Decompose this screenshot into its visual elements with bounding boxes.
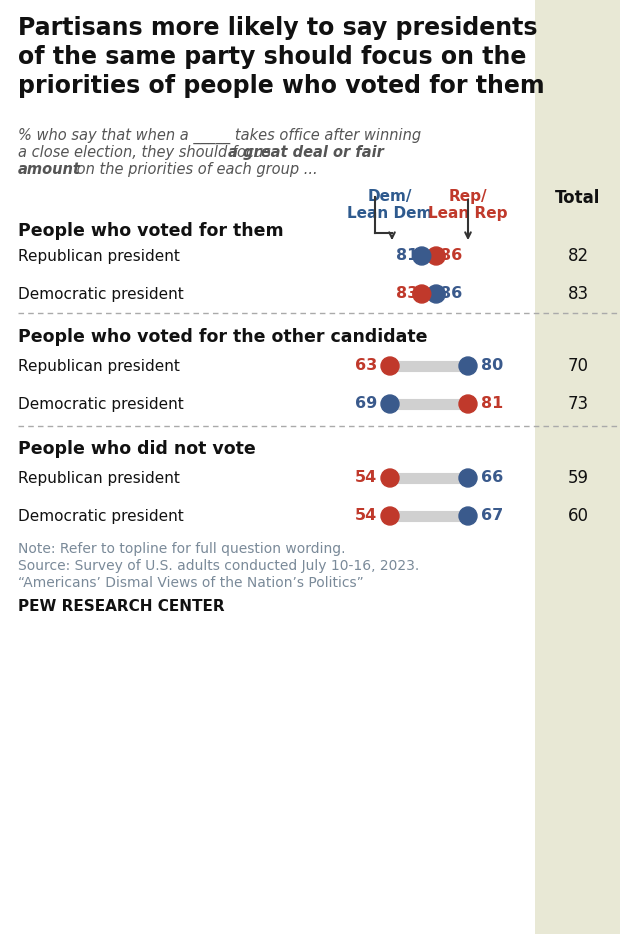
Text: 69: 69 [355,397,377,412]
Text: amount: amount [18,162,81,177]
Text: % who say that when a _____ takes office after winning: % who say that when a _____ takes office… [18,128,421,144]
Text: Democratic president: Democratic president [18,397,184,412]
Text: Democratic president: Democratic president [18,508,184,523]
Text: Rep/
Lean Rep: Rep/ Lean Rep [428,189,508,221]
Text: 86: 86 [440,287,463,302]
Text: Partisans more likely to say presidents
of the same party should focus on the
pr: Partisans more likely to say presidents … [18,16,544,97]
Text: 73: 73 [567,395,588,413]
Text: 67: 67 [481,508,503,523]
Text: 86: 86 [440,248,463,263]
Text: 60: 60 [567,507,588,525]
Text: 63: 63 [355,359,377,374]
Text: 81: 81 [481,397,503,412]
Circle shape [381,357,399,375]
Text: People who voted for the other candidate: People who voted for the other candidate [18,328,428,346]
Bar [535,0,620,934]
Text: 66: 66 [481,471,503,486]
Text: 83: 83 [396,287,418,302]
Circle shape [459,395,477,413]
Text: Republican president: Republican president [18,359,180,374]
Circle shape [381,507,399,525]
Text: Source: Survey of U.S. adults conducted July 10-16, 2023.: Source: Survey of U.S. adults conducted … [18,559,419,573]
Text: on the priorities of each group ...: on the priorities of each group ... [72,162,317,177]
Circle shape [381,395,399,413]
Text: 54: 54 [355,471,377,486]
Circle shape [459,507,477,525]
Circle shape [413,247,431,265]
Text: “Americans’ Dismal Views of the Nation’s Politics”: “Americans’ Dismal Views of the Nation’s… [18,576,364,590]
Text: Dem/
Lean Dem: Dem/ Lean Dem [347,189,433,221]
Text: 82: 82 [567,247,588,265]
Text: Note: Refer to topline for full question wording.: Note: Refer to topline for full question… [18,542,345,556]
Circle shape [413,285,431,303]
Text: Republican president: Republican president [18,248,180,263]
Text: People who did not vote: People who did not vote [18,440,255,458]
Circle shape [459,469,477,487]
Text: 81: 81 [396,248,418,263]
Text: a great deal or fair: a great deal or fair [228,145,384,160]
Text: People who voted for them: People who voted for them [18,222,283,240]
Text: 59: 59 [567,469,588,487]
Text: Total: Total [556,189,601,207]
Text: PEW RESEARCH CENTER: PEW RESEARCH CENTER [18,599,224,614]
Text: Republican president: Republican president [18,471,180,486]
Text: Democratic president: Democratic president [18,287,184,302]
Circle shape [427,285,445,303]
Text: 70: 70 [567,357,588,375]
Text: 83: 83 [567,285,588,303]
Circle shape [381,469,399,487]
Text: 54: 54 [355,508,377,523]
Text: 80: 80 [481,359,503,374]
Circle shape [427,247,445,265]
Circle shape [459,357,477,375]
Text: a close election, they should focus: a close election, they should focus [18,145,275,160]
